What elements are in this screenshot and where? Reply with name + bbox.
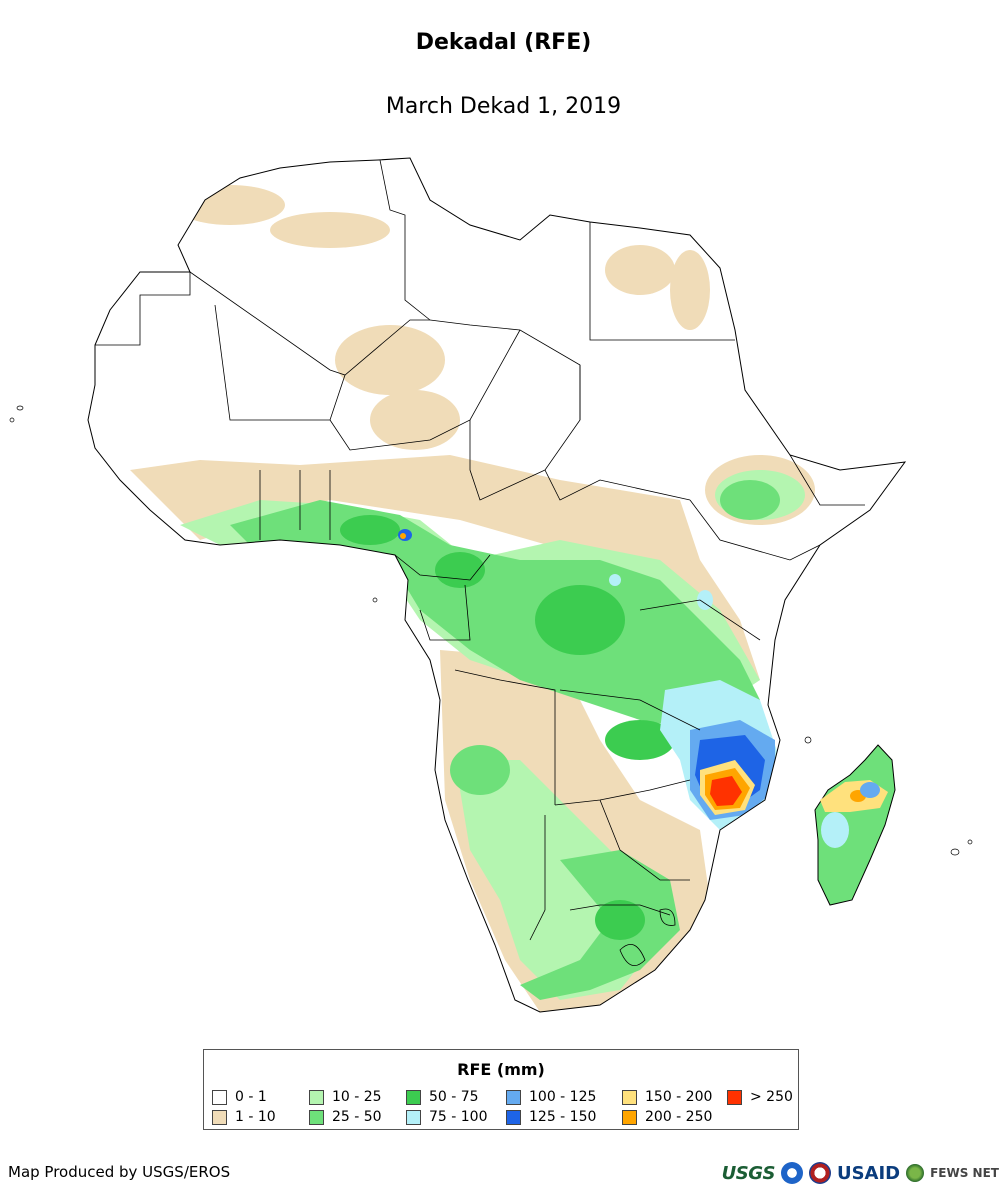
legend-swatch <box>212 1109 227 1125</box>
legend-title: RFE (mm) <box>457 1060 545 1079</box>
legend-item: 100 - 125 <box>506 1088 596 1106</box>
legend-swatch <box>309 1089 324 1105</box>
legend-label: 25 - 50 <box>332 1109 382 1125</box>
legend-swatch <box>406 1089 421 1105</box>
rainfall-layer <box>130 185 888 1012</box>
legend-item: 75 - 100 <box>406 1108 488 1126</box>
globe-icon <box>906 1164 925 1182</box>
legend-label: 0 - 1 <box>235 1089 267 1105</box>
nws-logo-icon <box>808 1162 831 1184</box>
noaa-logo-icon <box>780 1162 803 1184</box>
map-legend: RFE (mm) 0 - 1 1 - 10 10 - 25 25 - 50 50 - 7… <box>203 1049 799 1130</box>
legend-item: 0 - 1 <box>212 1088 267 1106</box>
madagascar <box>814 744 896 906</box>
legend-label: 75 - 100 <box>429 1109 488 1125</box>
map-subtitle: March Dekad 1, 2019 <box>385 94 622 119</box>
legend-swatch <box>309 1109 324 1125</box>
legend-item: > 250 <box>727 1088 793 1106</box>
legend-item: 125 - 150 <box>506 1108 596 1126</box>
legend-item: 1 - 10 <box>212 1108 276 1126</box>
map-title: Dekadal (RFE) <box>415 30 592 55</box>
legend-label: 10 - 25 <box>332 1089 382 1105</box>
legend-label: 125 - 150 <box>529 1109 597 1125</box>
legend-label: 150 - 200 <box>645 1089 713 1105</box>
legend-item: 150 - 200 <box>622 1088 712 1106</box>
legend-item: 25 - 50 <box>309 1108 382 1126</box>
legend-swatch <box>406 1109 421 1125</box>
legend-swatch <box>506 1089 521 1105</box>
legend-swatch <box>212 1089 227 1105</box>
legend-item: 10 - 25 <box>309 1088 382 1106</box>
legend-swatch <box>622 1109 637 1125</box>
legend-label: 100 - 125 <box>529 1089 597 1105</box>
country-borders <box>95 159 865 967</box>
islands <box>9 405 973 856</box>
legend-label: > 250 <box>750 1089 793 1105</box>
legend-item: 50 - 75 <box>406 1088 479 1106</box>
legend-label: 200 - 250 <box>645 1109 713 1125</box>
usgs-logo: USGS <box>721 1162 776 1184</box>
legend-swatch <box>622 1089 637 1105</box>
usaid-logo: USAID <box>836 1162 901 1184</box>
credit-text: Map Produced by USGS/EROS <box>8 1163 231 1181</box>
fews-net-logo: FEWS NET <box>930 1166 999 1180</box>
africa-rainfall-map <box>9 157 973 1013</box>
legend-label: 50 - 75 <box>429 1089 479 1105</box>
legend-swatch <box>727 1089 742 1105</box>
legend-item: 200 - 250 <box>622 1108 712 1126</box>
partner-logos: USGS USAID FEWS NET <box>722 1158 999 1188</box>
legend-label: 1 - 10 <box>235 1109 276 1125</box>
legend-swatch <box>506 1109 521 1125</box>
